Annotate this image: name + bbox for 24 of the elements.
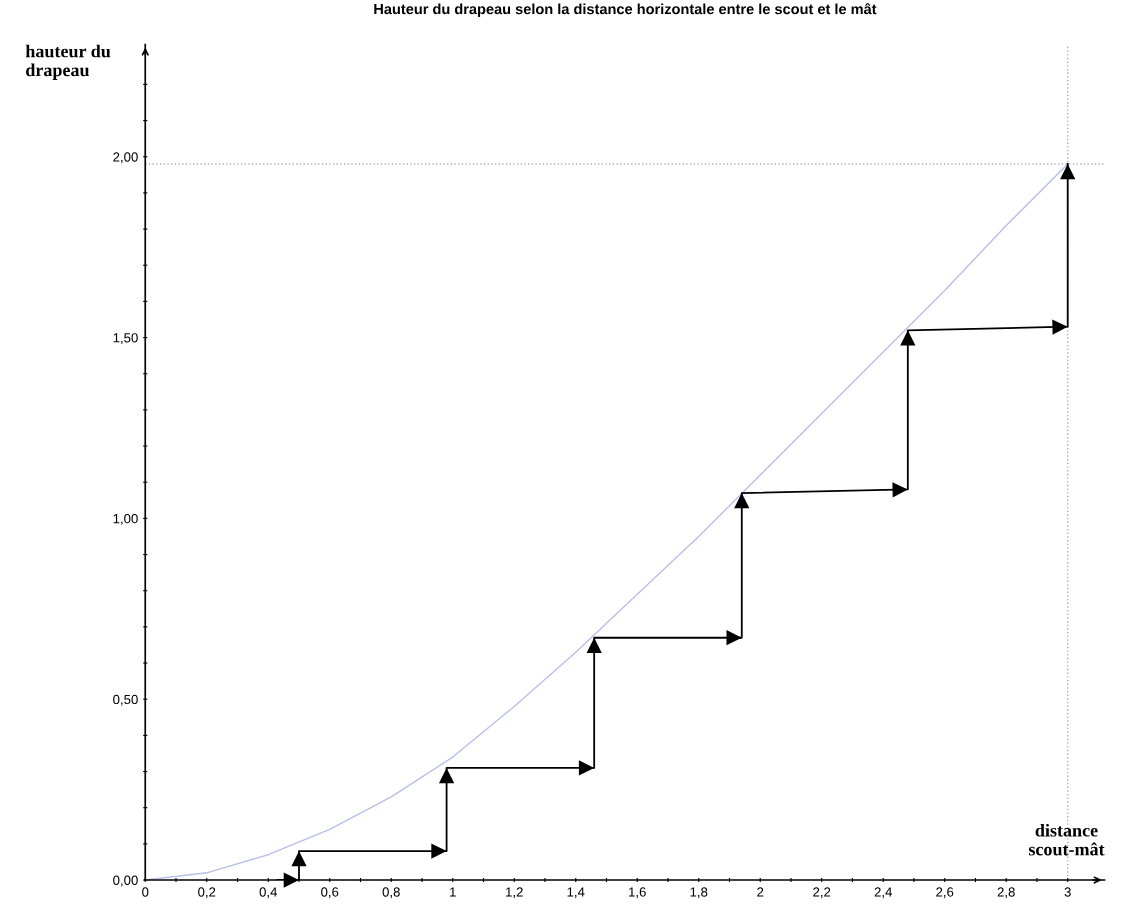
x-tick-label: 2,6 [936, 887, 954, 899]
y-tick-label: 0,00 [113, 875, 138, 887]
x-tick-label: 2 [757, 887, 764, 897]
x-tick-label: 1,4 [567, 887, 585, 899]
x-tick-label: 0,2 [198, 887, 216, 899]
x-tick-label: 2,4 [874, 887, 892, 899]
x-tick-label: 0,4 [259, 887, 278, 899]
x-tick-label: 0,8 [382, 887, 400, 899]
y-tick-label: 1,50 [113, 333, 138, 345]
x-tick-label: 1,6 [629, 887, 646, 899]
chart-title: Hauteur du drapeau selon la distance horizontale entre le scout et le mât [374, 3, 877, 18]
y-tick-label: 2,00 [113, 152, 138, 164]
x-tick-label: 2,8 [997, 887, 1015, 899]
x-tick-label: 1,8 [690, 887, 708, 899]
y-tick-label: 1,00 [113, 513, 138, 525]
x-axis-title: distance scout-mât [1028, 823, 1105, 856]
x-tick-label: 1 [450, 887, 456, 897]
x-tick-label: 0 [142, 887, 149, 897]
x-tick-label: 3 [1064, 887, 1071, 897]
y-tick-label: 0,50 [113, 694, 138, 706]
x-tick-label: 2,2 [813, 887, 831, 899]
y-axis-title: hauteur du drapeau [25, 44, 111, 80]
x-tick-label: 0,6 [321, 887, 339, 899]
x-tick-label: 1,2 [506, 887, 523, 899]
